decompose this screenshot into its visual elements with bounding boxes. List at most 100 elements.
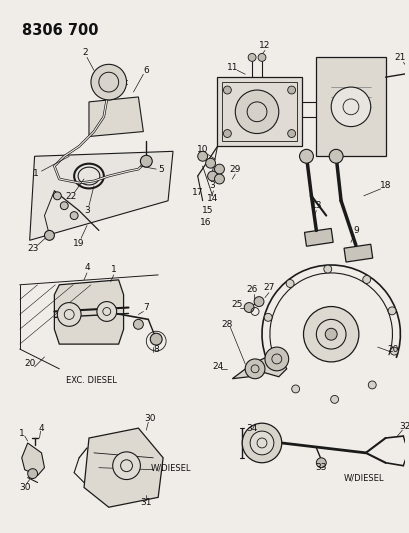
Text: 20: 20: [387, 344, 398, 353]
Polygon shape: [84, 428, 163, 507]
Text: 5: 5: [158, 165, 164, 174]
Circle shape: [223, 130, 231, 138]
Circle shape: [316, 458, 326, 467]
Text: 2: 2: [82, 48, 88, 57]
Circle shape: [214, 174, 224, 184]
Text: 34: 34: [246, 424, 257, 433]
Text: 14: 14: [207, 195, 218, 203]
Circle shape: [330, 87, 370, 127]
Circle shape: [330, 395, 338, 403]
Text: 8306 700: 8306 700: [22, 23, 98, 38]
Text: 24: 24: [211, 362, 222, 372]
Circle shape: [285, 279, 293, 287]
Circle shape: [140, 155, 152, 167]
Polygon shape: [304, 229, 333, 246]
Circle shape: [407, 66, 409, 79]
Circle shape: [247, 53, 256, 61]
Circle shape: [389, 347, 397, 355]
Circle shape: [323, 265, 331, 273]
Circle shape: [291, 385, 299, 393]
Circle shape: [214, 164, 224, 174]
Polygon shape: [29, 151, 173, 240]
Text: 9: 9: [352, 226, 358, 235]
Text: 25: 25: [231, 300, 243, 309]
Text: 27: 27: [263, 283, 274, 292]
Text: 30: 30: [19, 483, 30, 492]
Circle shape: [197, 151, 207, 161]
Circle shape: [205, 158, 215, 168]
Circle shape: [70, 212, 78, 220]
Circle shape: [287, 86, 295, 94]
Text: 8: 8: [153, 344, 159, 353]
Circle shape: [223, 86, 231, 94]
Polygon shape: [316, 58, 384, 156]
Text: 29: 29: [229, 165, 240, 174]
Circle shape: [367, 381, 375, 389]
Circle shape: [324, 328, 336, 340]
Text: 1: 1: [19, 429, 25, 438]
Circle shape: [150, 333, 162, 345]
Text: 3: 3: [209, 181, 215, 190]
Text: 16: 16: [200, 218, 211, 227]
Text: 3: 3: [84, 206, 90, 215]
Polygon shape: [22, 443, 45, 475]
Text: 32: 32: [399, 422, 409, 431]
Text: W/DIESEL: W/DIESEL: [151, 463, 191, 472]
Text: 17: 17: [191, 188, 203, 197]
Polygon shape: [54, 280, 123, 344]
Circle shape: [207, 171, 217, 181]
Text: 7: 7: [143, 303, 149, 312]
Circle shape: [53, 192, 61, 200]
Text: 19: 19: [73, 239, 85, 248]
Circle shape: [133, 319, 143, 329]
Circle shape: [45, 230, 54, 240]
Text: 4: 4: [84, 263, 90, 272]
Text: 31: 31: [140, 498, 152, 507]
Circle shape: [299, 149, 312, 163]
Circle shape: [242, 423, 281, 463]
Text: 12: 12: [258, 41, 270, 50]
Circle shape: [91, 64, 126, 100]
Text: 11: 11: [226, 63, 238, 72]
Text: 33: 33: [315, 463, 326, 472]
Text: 26: 26: [246, 285, 257, 294]
Text: 1: 1: [33, 168, 38, 177]
Circle shape: [97, 302, 117, 321]
Circle shape: [235, 90, 278, 134]
Circle shape: [264, 347, 288, 371]
Text: 13: 13: [310, 201, 321, 210]
Circle shape: [287, 130, 295, 138]
Text: 23: 23: [27, 244, 38, 253]
Text: 20: 20: [24, 359, 35, 368]
Circle shape: [112, 452, 140, 480]
Text: 6: 6: [143, 66, 149, 75]
Circle shape: [245, 359, 264, 379]
Text: 1: 1: [110, 265, 116, 274]
Text: W/DIESEL: W/DIESEL: [343, 473, 383, 482]
Text: 21: 21: [394, 53, 405, 62]
Text: 10: 10: [196, 145, 208, 154]
Text: 15: 15: [201, 206, 213, 215]
Polygon shape: [89, 97, 143, 136]
Circle shape: [254, 297, 263, 306]
Polygon shape: [232, 357, 286, 379]
Circle shape: [263, 313, 272, 321]
Circle shape: [362, 276, 370, 284]
Circle shape: [249, 431, 273, 455]
Circle shape: [328, 149, 342, 163]
Text: 30: 30: [144, 414, 156, 423]
Text: 22: 22: [65, 192, 76, 201]
Polygon shape: [343, 244, 372, 262]
Text: 4: 4: [38, 424, 44, 433]
Circle shape: [244, 303, 254, 312]
Text: EXC. DIESEL: EXC. DIESEL: [65, 376, 116, 385]
Text: 18: 18: [379, 181, 390, 190]
Circle shape: [387, 307, 395, 315]
Circle shape: [60, 202, 68, 209]
Circle shape: [57, 303, 81, 326]
Text: 28: 28: [221, 320, 232, 329]
Circle shape: [266, 354, 274, 361]
Polygon shape: [217, 77, 301, 147]
Circle shape: [257, 53, 265, 61]
Circle shape: [303, 306, 358, 362]
